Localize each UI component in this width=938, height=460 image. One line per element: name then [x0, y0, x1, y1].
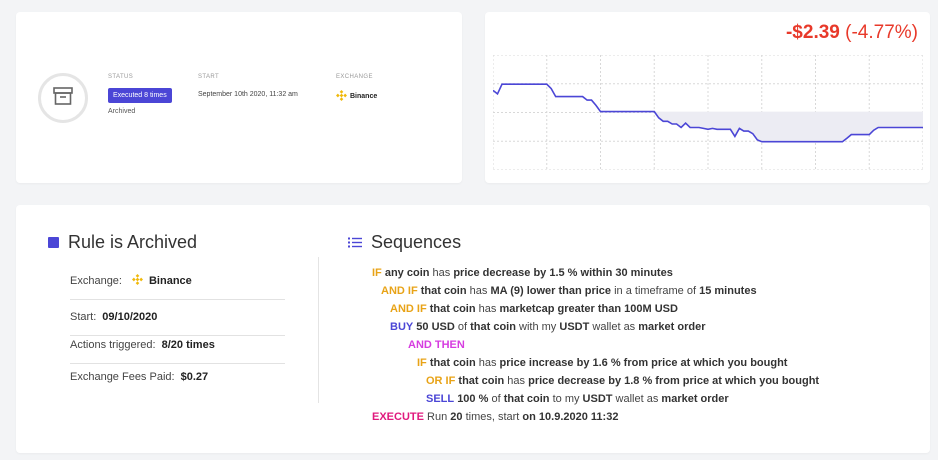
sequence-text: of: [454, 321, 471, 333]
sequence-text: USDT: [582, 393, 613, 405]
rule-title: Rule is Archived: [48, 232, 197, 253]
pnl-amount: -$2.39: [785, 22, 840, 43]
sequence-text: has: [429, 267, 454, 279]
sequence-line: AND THEN: [408, 339, 465, 352]
sequence-keyword: AND IF: [381, 285, 418, 297]
status-column: STATUS Executed 8 times Archived: [108, 74, 172, 115]
rule-detail-card: Rule is Archived Exchange: Binance Start…: [16, 205, 930, 453]
sequence-line: IF that coin has price increase by 1.6 %…: [417, 357, 787, 370]
start-value: September 10th 2020, 11:32 am: [198, 91, 298, 98]
pnl-summary: -$2.39 (-4.77%): [786, 22, 918, 44]
detail-fees-label: Exchange Fees Paid:: [70, 371, 175, 383]
sequence-keyword: SELL: [426, 393, 455, 405]
section-divider: [318, 257, 319, 403]
sequences-title-text: Sequences: [371, 232, 462, 252]
sequence-line: AND IF that coin has MA (9) lower than p…: [381, 285, 757, 298]
price-series-line: [493, 83, 923, 143]
sequence-line: BUY 50 USD of that coin with my USDT wal…: [390, 321, 706, 334]
exchange-column: EXCHANGE Binance: [336, 74, 377, 103]
sequence-text: price decrease by 1.5 % within 30 minute…: [453, 267, 673, 279]
profit-chart-card: -$2.39 (-4.77%): [485, 12, 930, 183]
detail-exchange-label: Exchange:: [70, 275, 122, 287]
start-label: START: [198, 74, 220, 80]
status-value: Archived: [108, 108, 136, 115]
sequence-line: AND IF that coin has marketcap greater t…: [390, 303, 678, 316]
sequence-text: MA (9) lower than price: [490, 285, 612, 297]
sequence-line: EXECUTE Run 20 times, start on 10.9.2020…: [372, 411, 618, 424]
detail-exchange: Exchange: Binance: [70, 263, 285, 300]
sequence-text: wallet as: [589, 321, 639, 333]
sequence-text: that coin: [470, 321, 516, 333]
sequence-line: SELL 100 % of that coin to my USDT walle…: [426, 393, 729, 406]
sequence-text: has: [475, 303, 500, 315]
sequences-title: Sequences: [348, 232, 461, 253]
detail-fees-value: $0.27: [180, 371, 209, 383]
sequence-text: price increase by 1.6 % from price at wh…: [499, 357, 788, 369]
exchange-name: Binance: [350, 93, 378, 100]
sequence-text: of: [488, 393, 504, 405]
sequence-text: has: [504, 375, 529, 387]
detail-start: Start: 09/10/2020: [70, 299, 285, 336]
sequence-text: 100 %: [457, 393, 489, 405]
sequence-text: that coin: [458, 375, 505, 387]
rule-summary-card: STATUS Executed 8 times Archived START S…: [16, 12, 462, 183]
archive-icon: [53, 86, 73, 110]
sequence-text: market order: [661, 393, 729, 405]
detail-actions-label: Actions triggered:: [70, 339, 156, 351]
sequence-text: wallet as: [612, 393, 662, 405]
detail-actions: Actions triggered: 8/20 times: [70, 327, 285, 364]
loss-area: [493, 111, 923, 142]
sequence-keyword: IF: [372, 267, 382, 279]
binance-icon: [132, 274, 143, 288]
sequence-text: 50 USD: [416, 321, 455, 333]
sequence-line: OR IF that coin has price decrease by 1.…: [426, 375, 819, 388]
detail-exchange-value: Binance: [148, 275, 192, 287]
sequence-text: 15 minutes: [699, 285, 757, 297]
sequence-text: in a timeframe of: [611, 285, 700, 297]
executed-badge: Executed 8 times: [108, 88, 172, 103]
exchange-label: EXCHANGE: [336, 74, 373, 80]
price-line-chart: [493, 55, 923, 170]
sequence-text: on 10.9.2020 11:32: [522, 411, 619, 423]
sequence-text: times, start: [462, 411, 523, 423]
sequence-keyword: AND THEN: [408, 339, 465, 351]
list-icon: [348, 232, 362, 253]
sequence-text: USDT: [559, 321, 590, 333]
sequence-keyword: AND IF: [390, 303, 427, 315]
sequence-text: price decrease by 1.8 % from price at wh…: [528, 375, 820, 387]
sequence-line: IF any coin has price decrease by 1.5 % …: [372, 267, 673, 280]
sequence-text: that coin: [429, 357, 476, 369]
pnl-percent: (-4.77%): [845, 22, 918, 43]
sequence-text: that coin: [503, 393, 550, 405]
rule-title-text: Rule is Archived: [68, 232, 198, 252]
detail-fees: Exchange Fees Paid: $0.27: [70, 359, 285, 395]
sequence-keyword: OR IF: [426, 375, 456, 387]
sequence-text: 20: [450, 411, 463, 423]
start-column: START September 10th 2020, 11:32 am: [198, 74, 298, 98]
sequence-text: to my: [549, 393, 583, 405]
status-label: STATUS: [108, 74, 134, 80]
sequence-text: that coin: [420, 285, 467, 297]
sequence-keyword: IF: [417, 357, 427, 369]
exchange-value: Binance: [336, 90, 377, 103]
binance-icon: [336, 90, 347, 103]
sequence-keyword: EXECUTE: [372, 411, 424, 423]
sequence-text: Run: [423, 411, 451, 423]
sequence-text: marketcap greater than 100M USD: [499, 303, 678, 315]
sequence-text: that coin: [429, 303, 476, 315]
sequence-text: market order: [638, 321, 706, 333]
detail-actions-value: 8/20 times: [161, 339, 215, 351]
sequence-text: has: [475, 357, 500, 369]
archive-badge: [38, 73, 88, 123]
rule-status-square-icon: [48, 237, 59, 248]
detail-start-label: Start:: [70, 311, 97, 323]
sequence-text: with my: [515, 321, 560, 333]
sequence-text: any coin: [384, 267, 430, 279]
detail-start-value: 09/10/2020: [102, 311, 158, 323]
sequence-text: has: [466, 285, 491, 297]
sequence-keyword: BUY: [390, 321, 414, 333]
